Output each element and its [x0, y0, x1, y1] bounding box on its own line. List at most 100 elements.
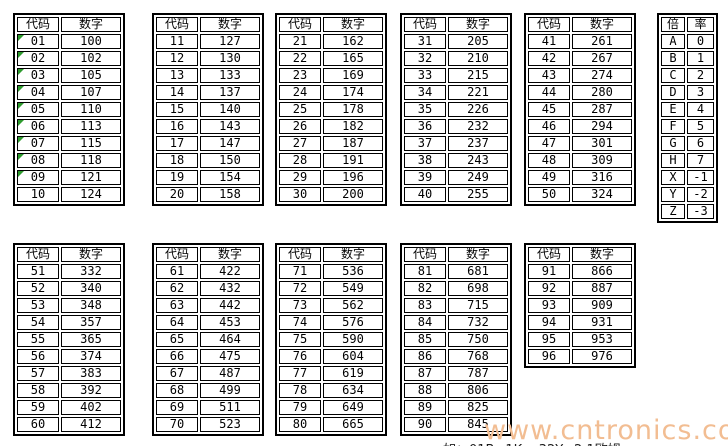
value-cell: 357	[61, 315, 121, 330]
code-cell: Z	[661, 204, 685, 219]
grid: 代码 数字 61 422 62 432 63 442 64 453 65 464 66 475 67 487 6…	[152, 243, 264, 436]
table-row: 30 200	[279, 187, 383, 202]
value-cell: 976	[572, 349, 632, 364]
table-row: 27 187	[279, 136, 383, 151]
code-table-61-70: 代码 数字 61 422 62 432 63 442 64 453 65 464 66 475 67 487 6…	[152, 243, 264, 436]
code-cell: 03	[17, 68, 59, 83]
column-header: 率	[687, 17, 714, 32]
table-row: 29 196	[279, 170, 383, 185]
value-cell: 121	[61, 170, 121, 185]
value-cell: -2	[687, 187, 714, 202]
table-row: 80 665	[279, 417, 383, 432]
code-cell: 91	[528, 264, 570, 279]
value-cell: 750	[448, 332, 508, 347]
value-cell: 604	[323, 349, 383, 364]
grid: 代码 数字 21 162 22 165 23 169 24 174 25 178 26 182 27 187 2…	[275, 13, 387, 206]
table-row: 13 133	[156, 68, 260, 83]
code-cell: 47	[528, 136, 570, 151]
code-cell: 31	[404, 34, 446, 49]
value-cell: 698	[448, 281, 508, 296]
code-cell: 78	[279, 383, 321, 398]
table-row: 62 432	[156, 281, 260, 296]
table-row: 40 255	[404, 187, 508, 202]
value-cell: 249	[448, 170, 508, 185]
value-cell: 191	[323, 153, 383, 168]
table-row: 26 182	[279, 119, 383, 134]
value-cell: 127	[200, 34, 260, 49]
table-row: 68 499	[156, 383, 260, 398]
code-cell: 94	[528, 315, 570, 330]
table-row: 17 147	[156, 136, 260, 151]
code-cell: 11	[156, 34, 198, 49]
code-cell: 34	[404, 85, 446, 100]
code-cell: 53	[17, 298, 59, 313]
code-table-41-50: 代码 数字 41 261 42 267 43 274 44 280 45 287 46 294 47 301 4…	[524, 13, 636, 206]
column-header: 代码	[404, 247, 446, 262]
table-row: 34 221	[404, 85, 508, 100]
value-cell: 140	[200, 102, 260, 117]
value-cell: 102	[61, 51, 121, 66]
value-cell: 309	[572, 153, 632, 168]
table-row: 37 237	[404, 136, 508, 151]
code-cell: 84	[404, 315, 446, 330]
table-row: 50 324	[528, 187, 632, 202]
table-row: Z -3	[661, 204, 714, 219]
code-cell: 85	[404, 332, 446, 347]
value-cell: 205	[448, 34, 508, 49]
code-cell: 83	[404, 298, 446, 313]
code-cell: 30	[279, 187, 321, 202]
example-notes: 如：01B=1K 32Y=2.1欧姆 40X=25.5欧姆 51C=33.2K	[443, 401, 621, 446]
code-table-21-30: 代码 数字 21 162 22 165 23 169 24 174 25 178 26 182 27 187 2…	[275, 13, 387, 206]
code-cell: 24	[279, 85, 321, 100]
value-cell: 7	[687, 153, 714, 168]
code-cell: 16	[156, 119, 198, 134]
code-cell: B	[661, 51, 685, 66]
table-row: 87 787	[404, 366, 508, 381]
value-cell: 412	[61, 417, 121, 432]
table-row: 22 165	[279, 51, 383, 66]
value-cell: 523	[200, 417, 260, 432]
value-cell: 301	[572, 136, 632, 151]
code-cell: 41	[528, 34, 570, 49]
value-cell: 453	[200, 315, 260, 330]
code-cell: 36	[404, 119, 446, 134]
table-row: 60 412	[17, 417, 121, 432]
value-cell: 732	[448, 315, 508, 330]
column-header: 倍	[661, 17, 685, 32]
table-row: 86 768	[404, 349, 508, 364]
table-row: 24 174	[279, 85, 383, 100]
column-header: 数字	[323, 17, 383, 32]
value-cell: 324	[572, 187, 632, 202]
value-cell: 681	[448, 264, 508, 279]
value-cell: 200	[323, 187, 383, 202]
code-cell: 49	[528, 170, 570, 185]
table-row: 53 348	[17, 298, 121, 313]
code-table-71-80: 代码 数字 71 536 72 549 73 562 74 576 75 590 76 604 77 619 7…	[275, 243, 387, 436]
table-row: 01 100	[17, 34, 121, 49]
table-row: 11 127	[156, 34, 260, 49]
value-cell: -3	[687, 204, 714, 219]
code-cell: 42	[528, 51, 570, 66]
code-cell: 33	[404, 68, 446, 83]
value-cell: 237	[448, 136, 508, 151]
code-cell: 73	[279, 298, 321, 313]
column-header: 数字	[200, 17, 260, 32]
code-cell: E	[661, 102, 685, 117]
code-cell: 93	[528, 298, 570, 313]
value-cell: 953	[572, 332, 632, 347]
value-cell: 4	[687, 102, 714, 117]
table-row: 78 634	[279, 383, 383, 398]
value-cell: 499	[200, 383, 260, 398]
table-row: 14 137	[156, 85, 260, 100]
code-cell: 88	[404, 383, 446, 398]
value-cell: 536	[323, 264, 383, 279]
code-cell: 43	[528, 68, 570, 83]
table-row: 20 158	[156, 187, 260, 202]
table-row: 56 374	[17, 349, 121, 364]
value-cell: 511	[200, 400, 260, 415]
code-cell: 05	[17, 102, 59, 117]
code-cell: 61	[156, 264, 198, 279]
